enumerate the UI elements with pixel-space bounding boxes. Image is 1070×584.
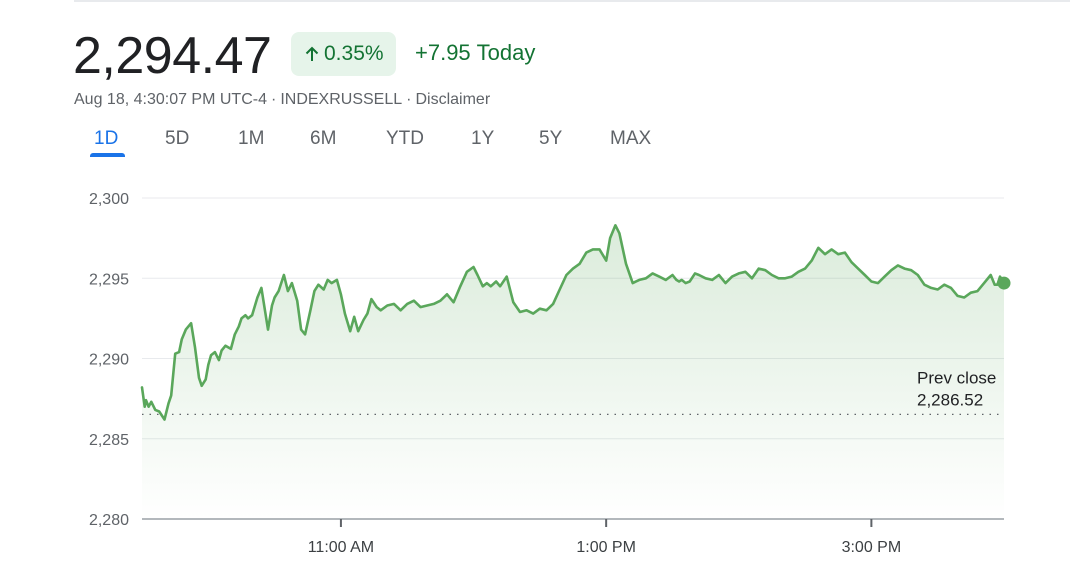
y-tick-label: 2,280 (89, 512, 129, 529)
x-tick-label: 3:00 PM (842, 539, 902, 556)
meta-separator: · (270, 91, 277, 108)
top-divider (74, 0, 1070, 2)
tab-1d[interactable]: 1D (94, 128, 119, 149)
change-percent: 0.35% (324, 42, 384, 65)
prev-close-label: Prev close (917, 368, 996, 387)
x-tick-label: 11:00 AM (308, 539, 374, 556)
y-tick-label: 2,300 (89, 191, 129, 208)
tab-5d[interactable]: 5D (165, 128, 190, 149)
tab-5y[interactable]: 5Y (539, 128, 563, 149)
tab-1m[interactable]: 1M (238, 128, 265, 149)
price-area-fill (142, 225, 1004, 520)
change-absolute: +7.95 (415, 40, 471, 65)
tab-6m[interactable]: 6M (310, 128, 337, 149)
symbol: INDEXRUSSELL (280, 91, 403, 108)
active-tab-indicator (90, 153, 125, 157)
tab-max[interactable]: MAX (610, 128, 652, 149)
price-line (140, 224, 1006, 421)
y-tick-label: 2,285 (89, 432, 129, 449)
y-tick-label: 2,295 (89, 271, 129, 288)
tab-ytd[interactable]: YTD (386, 128, 424, 149)
change-today: +7.95 Today (415, 40, 535, 66)
change-period: Today (476, 40, 536, 65)
current-price-dot (997, 276, 1011, 290)
prev-close-value: 2,286.52 (917, 390, 983, 409)
price-chart[interactable]: 2,300 2,295 2,290 2,285 2,280 11:00 AM 1:00 PM… (0, 170, 1070, 570)
current-price: 2,294.47 (73, 27, 272, 85)
timestamp: Aug 18, 4:30:07 PM UTC-4 (74, 91, 267, 108)
change-percent-badge: 0.35% (291, 32, 396, 76)
arrow-up-icon (305, 46, 319, 61)
meta-separator: · (406, 91, 412, 108)
tab-1y[interactable]: 1Y (471, 128, 495, 149)
disclaimer-link[interactable]: Disclaimer (415, 91, 491, 108)
quote-meta: Aug 18, 4:30:07 PM UTC-4 · INDEXRUSSELL … (74, 91, 490, 109)
y-tick-label: 2,290 (89, 352, 129, 369)
x-tick-label: 1:00 PM (576, 539, 636, 556)
